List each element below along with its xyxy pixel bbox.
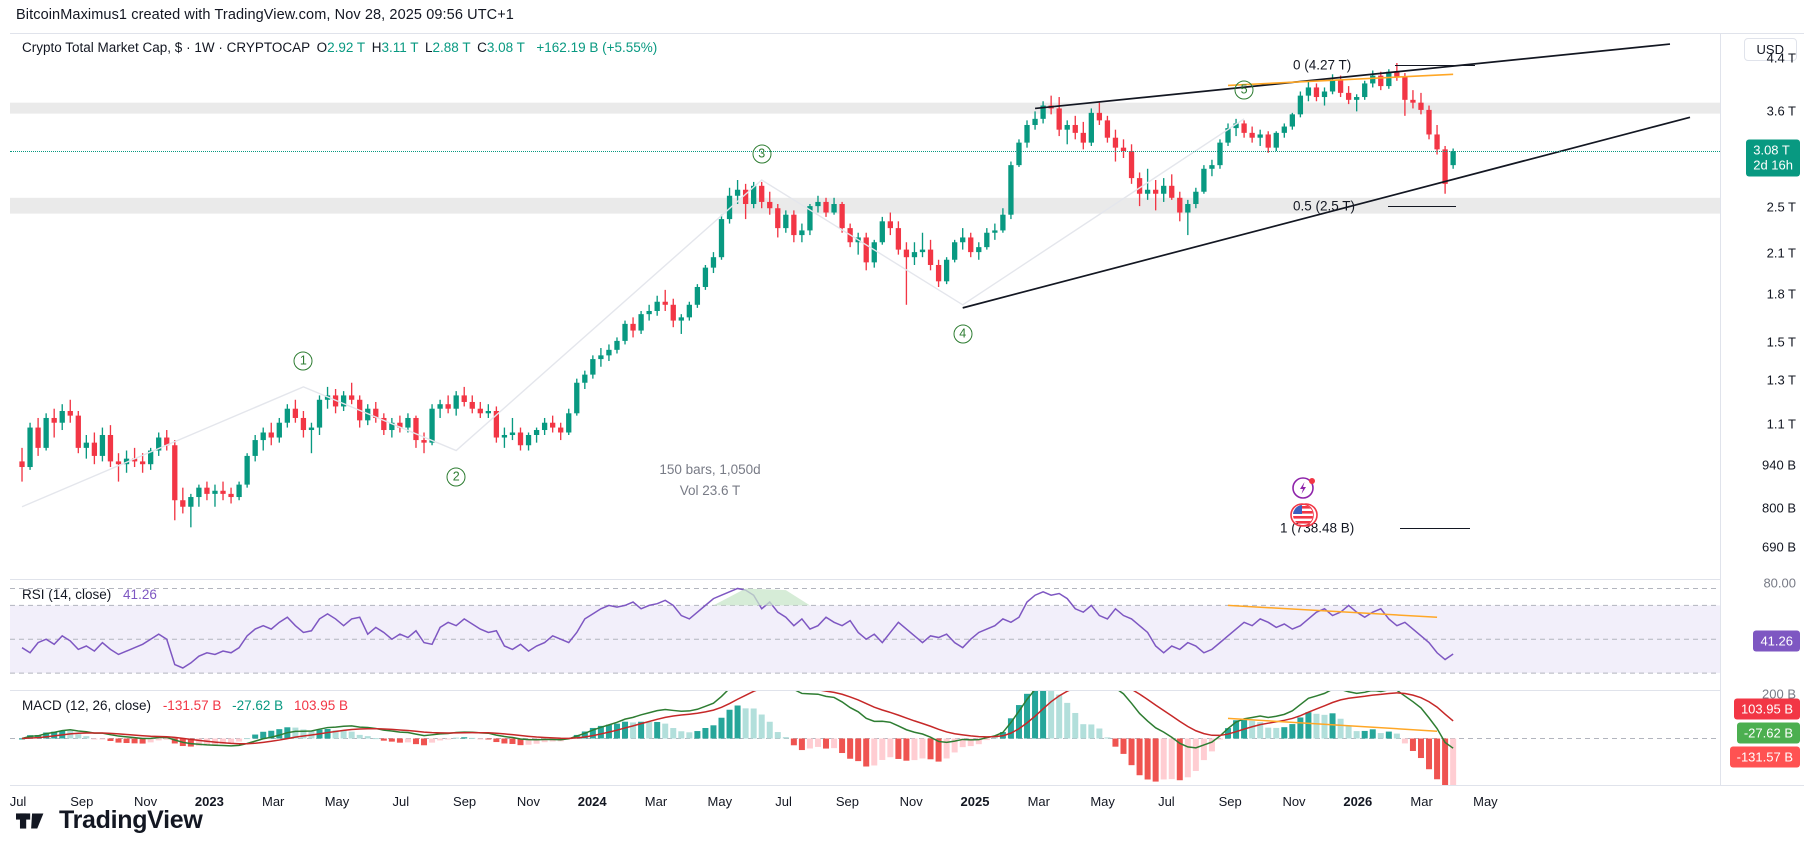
wave-label-2: 2 [446,467,466,487]
time-tick: Jul [1158,794,1175,809]
macd-top-tick: 200 B [1762,686,1796,702]
time-tick: Sep [70,794,94,809]
rsi-legend-label[interactable]: RSI (14, close) [22,587,112,602]
macd-line-badge: -131.57 B [1729,746,1800,768]
price-legend: Crypto Total Market Cap, $ · 1W · CRYPTO… [22,40,657,55]
fib-label-0-5: 0.5 (2.5 T) [1293,198,1356,214]
time-tick: May [324,794,350,809]
open-label: O [316,40,328,55]
attribution-text: BitcoinMaximus1 created with TradingView… [16,7,514,23]
fib-line-0 [1395,64,1475,66]
macd-pane[interactable]: MACD (12, 26, close) -131.57 B -27.62 B … [10,690,1720,785]
time-tick: 2026 [1343,794,1373,809]
wave-label-1: 1 [293,351,313,371]
price-axis[interactable]: USD 4.4 T 3.6 T 2.5 T 2.1 T 1.8 T 1.5 T 1.3 T 1… [1720,34,1804,785]
macd-legend-signal: -27.62 B [232,698,284,713]
time-tick: Jul [775,794,792,809]
time-axis[interactable]: Jul Sep Nov 2023 Mar May Jul Sep Nov 2024 Mar May Ju… [10,785,1804,817]
price-tick: 1.1 T [1766,416,1796,432]
last-price-value: 3.08 T [1753,142,1790,158]
us-flag-icon[interactable] [1290,502,1320,533]
bar-countdown: 2d 16h [1753,157,1793,173]
price-candles-layer [10,43,1720,528]
time-tick: Nov [899,794,923,809]
time-tick: Sep [453,794,477,809]
time-tick: Jul [392,794,410,809]
time-tick: Nov [1282,794,1306,809]
macd-plot-layer [10,691,1720,785]
change-value: +162.19 B (+5.55%) [536,40,658,55]
measurement-volume: Vol 23.6 T [679,483,741,498]
rsi-value-badge: 41.26 [1753,630,1800,652]
measurement-bars: 150 bars, 1,050d [659,462,761,477]
measurement-tooltip: 150 bars, 1,050d Vol 23.6 T [659,459,760,501]
close-value: 3.08 T [486,40,525,55]
time-tick: Sep [1218,794,1242,809]
low-value: 2.88 T [432,40,471,55]
currency-selector[interactable]: USD [1743,38,1797,61]
price-tick: 800 B [1762,500,1796,516]
high-label: H [371,40,382,55]
macd-legend-hist: 103.95 B [293,698,348,713]
wave-label-4: 4 [953,324,973,344]
price-tick: 1.8 T [1766,286,1796,302]
price-tick: 1.3 T [1766,372,1796,388]
chart-frame: 1 2 3 4 5 150 bars, 1,050d Vol 23.6 T 0 … [10,33,1804,809]
time-tick: Nov [134,794,158,809]
tradingview-mark-icon [16,812,44,829]
macd-legend-label[interactable]: MACD (12, 26, close) [22,698,152,713]
lightning-alert-icon[interactable] [1291,474,1317,505]
wave-label-5: 5 [1234,80,1254,100]
time-tick: Mar [1410,794,1433,809]
tradingview-logo[interactable]: TradingView [16,806,203,835]
last-price-badge: 3.08 T 2d 16h [1746,139,1800,177]
macd-hist-badge: 103.95 B [1733,698,1800,720]
time-tick: Nov [516,794,540,809]
time-tick: Sep [835,794,859,809]
price-tick: 4.4 T [1766,50,1796,66]
rsi-legend-value: 41.26 [123,587,157,602]
time-tick: Jul [9,794,27,809]
symbol-title[interactable]: Crypto Total Market Cap, $ · 1W · CRYPTO… [22,40,310,55]
fib-line-1 [1400,527,1470,529]
price-tick: 940 B [1762,457,1796,473]
rsi-plot-layer [10,587,1720,674]
price-tick: 690 B [1762,539,1796,555]
price-pane[interactable]: 1 2 3 4 5 150 bars, 1,050d Vol 23.6 T 0 … [10,34,1720,574]
price-tick: 2.5 T [1766,199,1796,215]
time-tick: 2025 [960,794,990,809]
macd-legend-macd: -131.57 B [162,698,222,713]
price-tick: 3.6 T [1766,103,1796,119]
open-value: 2.92 T [327,40,365,55]
time-tick: May [1473,794,1498,809]
close-label: C [477,40,487,55]
rsi-top-tick: 80.00 [1763,575,1796,591]
high-value: 3.11 T [381,40,419,55]
time-tick: May [1090,794,1115,809]
time-tick: 2023 [194,794,224,809]
time-tick: Mar [644,794,668,809]
time-tick: Mar [261,794,285,809]
fib-label-0: 0 (4.27 T) [1293,57,1352,73]
time-tick: 2024 [577,794,607,809]
macd-legend: MACD (12, 26, close) -131.57 B -27.62 B … [22,698,348,713]
time-tick: May [707,794,733,809]
macd-signal-badge: -27.62 B [1736,722,1800,744]
wave-label-3: 3 [752,144,772,164]
price-tick: 2.1 T [1766,245,1796,261]
price-tick: 1.5 T [1766,334,1796,350]
time-tick: Mar [1027,794,1050,809]
tradingview-wordmark: TradingView [59,806,203,834]
rsi-legend: RSI (14, close) 41.26 [22,587,157,602]
fib-line-0-5 [1388,206,1456,208]
low-label: L [425,40,433,55]
rsi-pane[interactable]: RSI (14, close) 41.26 [10,579,1720,689]
last-price-line [10,151,1720,153]
